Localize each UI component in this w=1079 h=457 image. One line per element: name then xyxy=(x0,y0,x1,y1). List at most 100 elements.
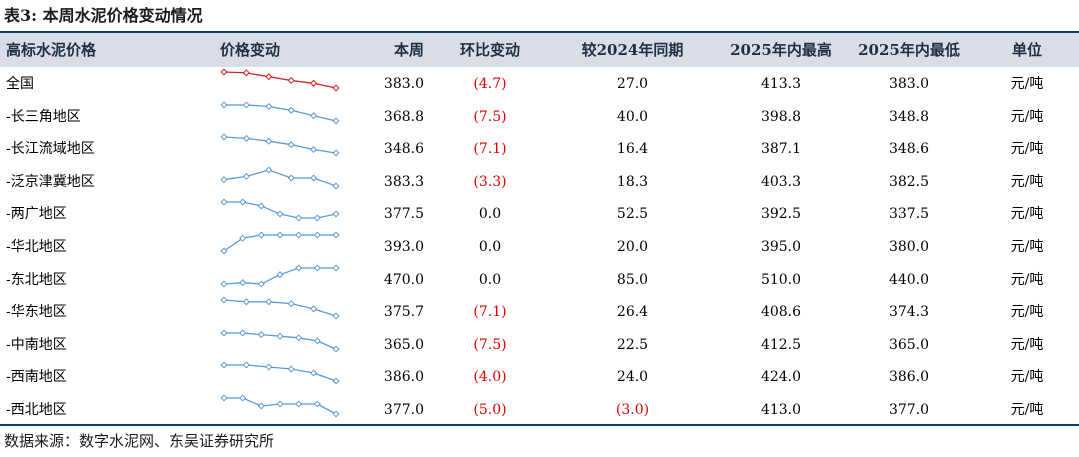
sparkline-point xyxy=(313,337,321,345)
header-name: 高标水泥价格 xyxy=(6,41,97,59)
row-low: 382.5 xyxy=(888,173,930,190)
sparkline-point xyxy=(276,270,284,278)
row-price: 386.0 xyxy=(383,369,424,386)
sparkline-point xyxy=(242,361,250,369)
row-unit: 元/吨 xyxy=(1010,173,1044,190)
sparkline-point xyxy=(242,69,250,77)
sparkline-point xyxy=(310,174,318,182)
sparkline-point xyxy=(257,231,265,239)
row-price: 368.8 xyxy=(383,108,424,125)
sparkline-point xyxy=(239,278,247,286)
sparkline-line xyxy=(223,136,337,154)
sparkline-point xyxy=(310,369,318,377)
row-wow: (7.1) xyxy=(473,304,507,321)
row-yoy: 16.4 xyxy=(616,141,649,158)
sparkline-line xyxy=(224,364,337,383)
sparkline-point xyxy=(310,305,318,313)
sparkline-point xyxy=(220,133,228,141)
sparkline-line xyxy=(223,169,337,187)
row-sparkline xyxy=(220,329,340,361)
sparkline-point xyxy=(220,247,228,255)
sparkline-point xyxy=(310,79,318,87)
sparkline-point xyxy=(295,264,303,272)
row-high: 403.3 xyxy=(760,173,802,190)
sparkline-point xyxy=(313,400,321,408)
row-sparkline xyxy=(220,361,340,393)
row-name: -泛京津冀地区 xyxy=(6,173,95,190)
sparkline-chart xyxy=(220,68,340,92)
sparkline-point xyxy=(265,298,273,306)
row-wow: (4.0) xyxy=(473,369,507,386)
row-yoy: (3.0) xyxy=(615,402,650,418)
sparkline-chart xyxy=(220,231,340,255)
sparkline-point xyxy=(295,214,303,222)
header-price: 本周 xyxy=(393,41,424,59)
sparkline-point xyxy=(257,202,265,210)
table-row: -长江流域地区 348.6 (7.1) 16.4 387.1 348.6 元/吨 xyxy=(0,133,1079,165)
sparkline-point xyxy=(220,68,228,76)
sparkline-point xyxy=(332,231,340,239)
sparkline-point xyxy=(287,300,295,308)
sparkline-point xyxy=(239,329,247,337)
row-sparkline xyxy=(220,198,340,230)
row-price: 383.0 xyxy=(383,76,424,92)
sparkline-point xyxy=(332,264,340,272)
row-price: 383.3 xyxy=(383,173,424,190)
row-unit: 元/吨 xyxy=(1010,271,1044,288)
row-high: 398.8 xyxy=(760,108,802,125)
row-yoy: 85.0 xyxy=(616,271,649,288)
row-wow: 0.0 xyxy=(478,239,502,255)
row-unit: 元/吨 xyxy=(1010,402,1044,418)
sparkline-point xyxy=(313,231,321,239)
sparkline-point xyxy=(220,198,228,206)
row-low: 383.0 xyxy=(888,76,930,92)
row-price: 377.0 xyxy=(383,402,424,418)
row-unit: 元/吨 xyxy=(1010,304,1044,321)
sparkline-point xyxy=(332,377,340,385)
row-sparkline xyxy=(220,264,340,296)
sparkline-line xyxy=(223,299,337,317)
row-yoy: 20.0 xyxy=(616,239,649,255)
row-high: 413.3 xyxy=(760,76,802,92)
row-low: 348.8 xyxy=(888,108,930,125)
row-name: -长江流域地区 xyxy=(6,141,95,158)
row-high: 510.0 xyxy=(760,271,802,288)
row-low: 386.0 xyxy=(888,369,930,386)
sparkline-point xyxy=(239,198,247,206)
sparkline-point xyxy=(313,214,321,222)
sparkline-point xyxy=(313,264,321,272)
table-row: -长三角地区 368.8 (7.5) 40.0 398.8 348.8 元/吨 xyxy=(0,101,1079,133)
header-high: 2025年内最高 xyxy=(730,41,832,59)
sparkline-point xyxy=(332,345,340,353)
sparkline-point xyxy=(332,149,340,157)
row-wow: (7.1) xyxy=(473,141,507,158)
sparkline-point xyxy=(220,296,228,304)
row-name: -两广地区 xyxy=(6,206,67,223)
sparkline-point xyxy=(242,298,250,306)
row-wow: (5.0) xyxy=(473,402,507,418)
sparkline-point xyxy=(242,101,250,109)
header-wow: 环比变动 xyxy=(459,41,520,59)
sparkline-point xyxy=(242,135,250,143)
row-unit: 元/吨 xyxy=(1010,76,1044,92)
header-low: 2025年内最低 xyxy=(858,41,960,59)
row-price: 365.0 xyxy=(383,336,424,353)
sparkline-chart xyxy=(220,329,340,353)
row-unit: 元/吨 xyxy=(1010,369,1044,386)
row-wow: (4.7) xyxy=(473,76,507,92)
sparkline-point xyxy=(287,106,295,114)
row-yoy: 22.5 xyxy=(616,336,649,353)
sparkline-point xyxy=(295,400,303,408)
row-name: -西南地区 xyxy=(6,369,67,386)
row-wow: 0.0 xyxy=(478,206,502,223)
row-high: 387.1 xyxy=(760,141,802,158)
sparkline-point xyxy=(276,231,284,239)
sparkline-point xyxy=(220,329,228,337)
row-low: 377.0 xyxy=(888,402,930,418)
sparkline-point xyxy=(310,111,318,119)
sparkline-point xyxy=(332,312,340,320)
row-unit: 元/吨 xyxy=(1010,336,1044,353)
sparkline-line xyxy=(224,103,337,122)
row-low: 337.5 xyxy=(888,206,930,223)
row-name: -华东地区 xyxy=(6,304,67,321)
